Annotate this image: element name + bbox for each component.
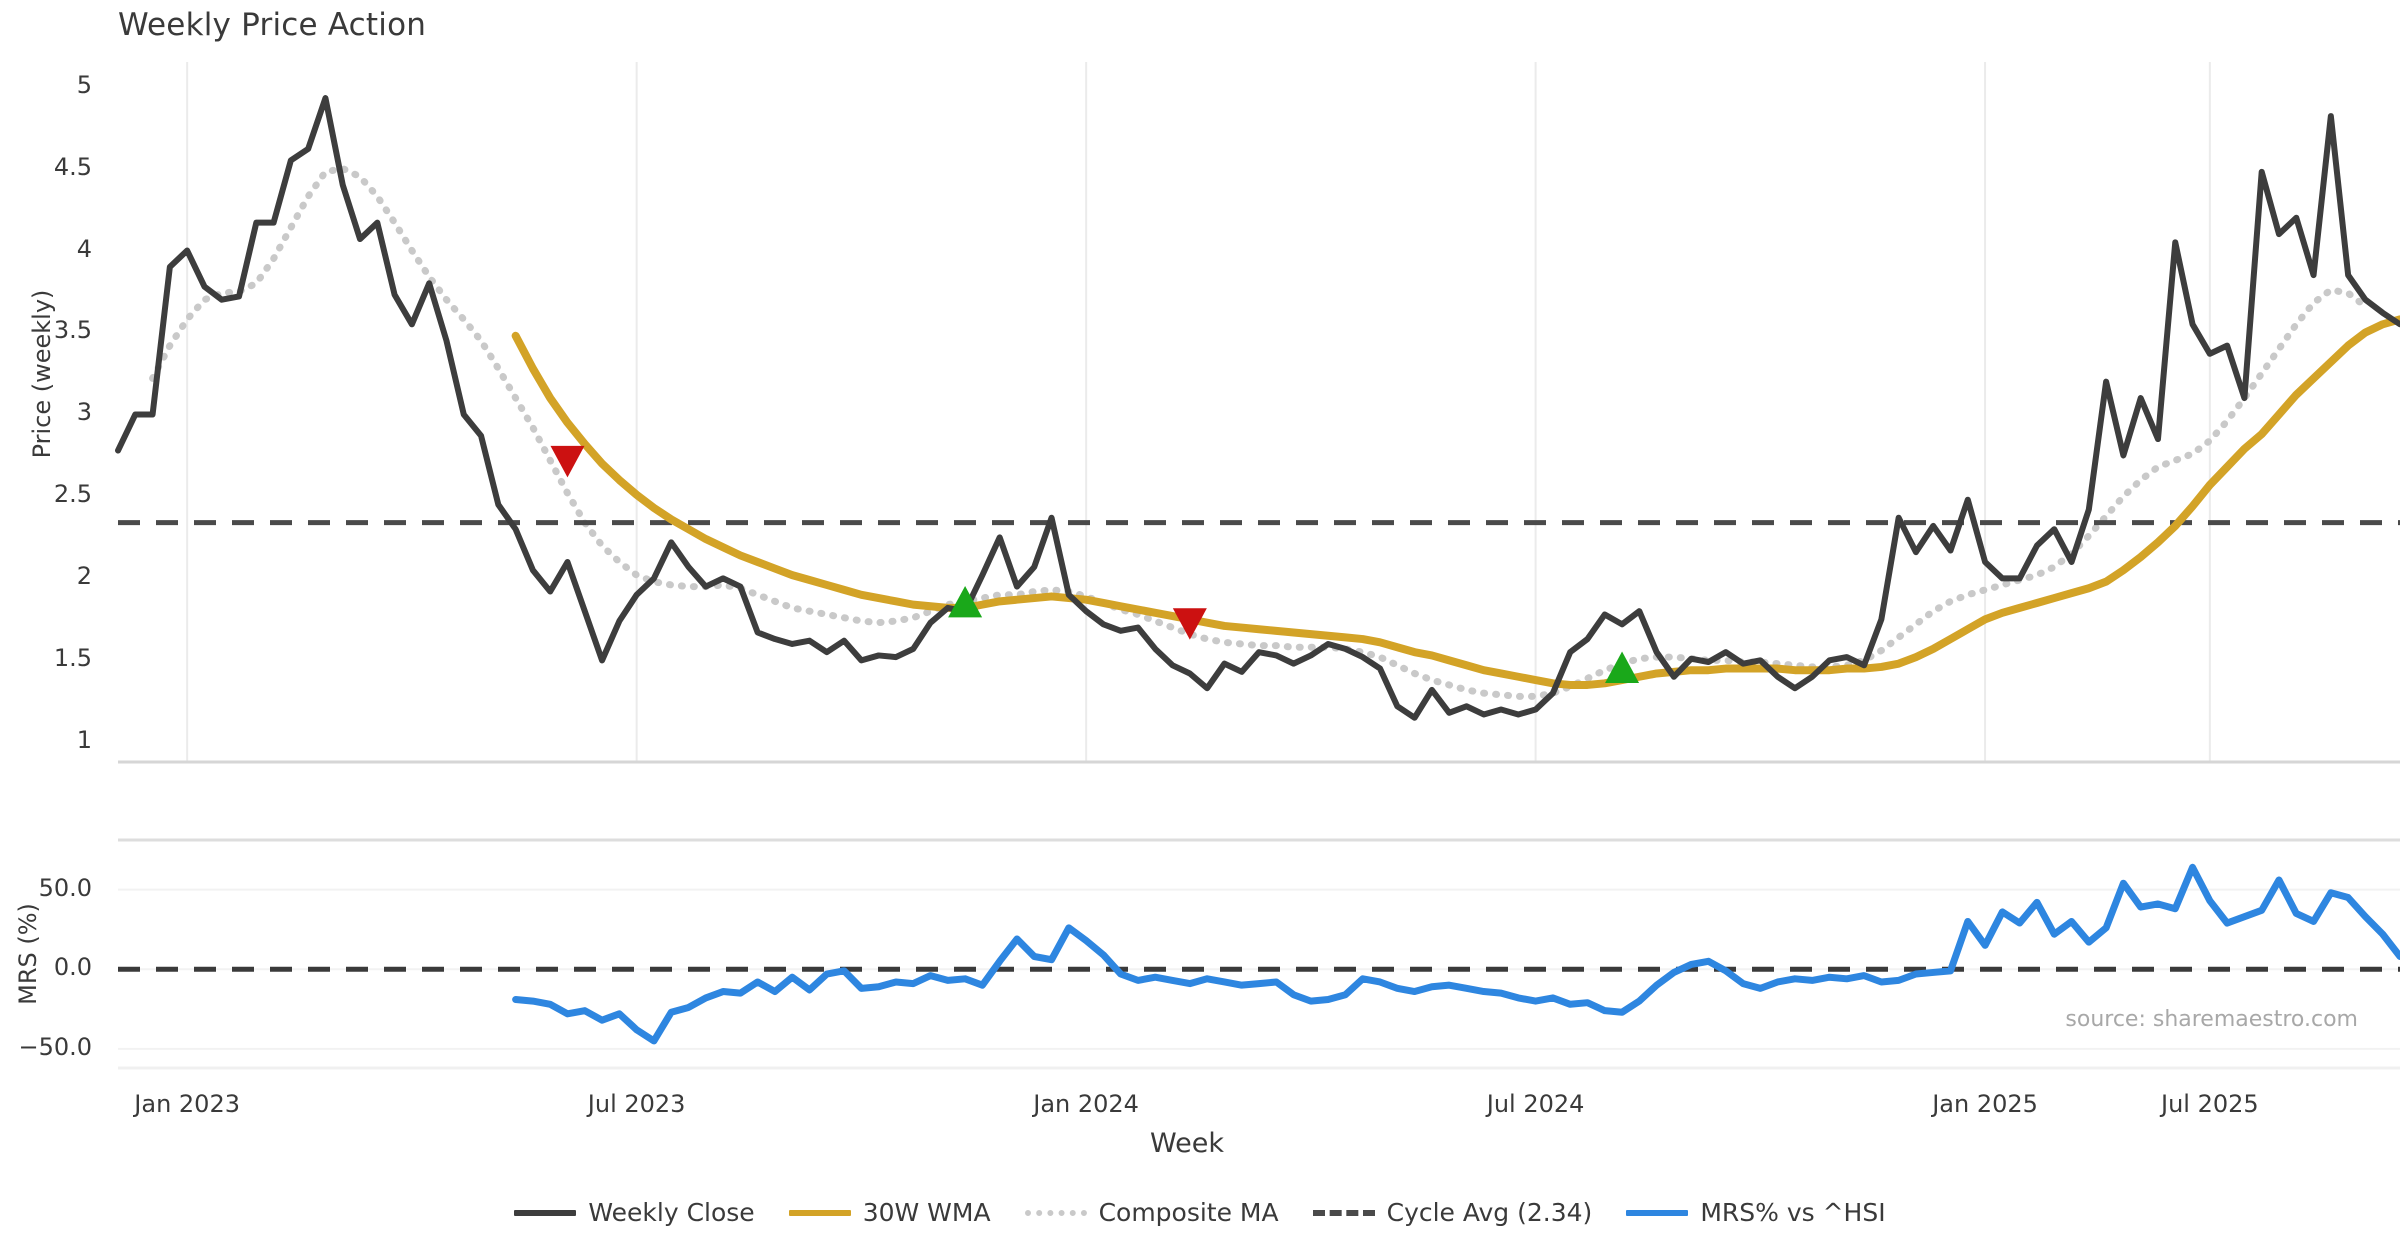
price-y-tick-label: 3 — [76, 398, 92, 427]
legend-item[interactable]: MRS% vs ^HSI — [1626, 1198, 1886, 1227]
x-tick-label: Jul 2024 — [1486, 1090, 1585, 1118]
x-tick-label: Jan 2023 — [134, 1090, 240, 1118]
legend-label: MRS% vs ^HSI — [1700, 1198, 1886, 1227]
price-y-tick-label: 1.5 — [53, 644, 92, 673]
legend-item[interactable]: 30W WMA — [788, 1198, 991, 1227]
legend-item[interactable]: Weekly Close — [514, 1198, 755, 1227]
price-y-tick-label: 2 — [76, 562, 92, 591]
sell-signal-marker-0 — [550, 445, 585, 478]
series-mrs-line — [512, 863, 2400, 1045]
price-y-tick-label: 5 — [76, 70, 92, 99]
mrs-y-tick-label: 50.0 — [38, 873, 92, 902]
mrs-y-tick-label: −50.0 — [18, 1032, 92, 1061]
series-30w-wma-line — [511, 315, 2400, 689]
legend-swatch-icon — [788, 1209, 851, 1216]
mrs-y-tick-label: 0.0 — [53, 953, 92, 982]
x-tick-label: Jan 2025 — [1932, 1090, 2038, 1118]
price-y-tick-label: 4.5 — [53, 152, 92, 181]
x-tick-label: Jul 2023 — [587, 1090, 686, 1118]
series-composite-ma-line — [149, 165, 2369, 700]
legend-swatch-icon — [514, 1209, 577, 1216]
x-tick-label: Jul 2025 — [2160, 1090, 2259, 1118]
source-attribution: source: sharemaestro.com — [2065, 1007, 2358, 1032]
buy-signal-marker-3 — [1605, 651, 1640, 684]
price-y-tick-label: 2.5 — [53, 480, 92, 509]
price-y-tick-label: 1 — [76, 726, 92, 755]
price-y-tick-label: 4 — [76, 234, 92, 263]
legend-swatch-icon — [1024, 1209, 1087, 1216]
x-axis-label: Week — [1150, 1128, 1224, 1159]
legend-label: Composite MA — [1098, 1198, 1279, 1227]
price-y-tick-label: 3.5 — [53, 316, 92, 345]
x-tick-label: Jan 2024 — [1033, 1090, 1139, 1118]
buy-signal-marker-1 — [948, 585, 983, 618]
legend-label: 30W WMA — [862, 1198, 991, 1227]
sell-signal-marker-2 — [1172, 608, 1207, 640]
chart-title: Weekly Price Action — [118, 7, 427, 43]
series-weekly-close-line — [115, 95, 2400, 721]
legend-label: Weekly Close — [588, 1198, 755, 1227]
legend-item[interactable]: Composite MA — [1024, 1198, 1279, 1227]
legend-swatch-icon — [1312, 1209, 1375, 1216]
chart-legend: Weekly Close 30W WMA Composite MA Cycle Avg… — [0, 1198, 2400, 1227]
legend-item[interactable]: Cycle Avg (2.34) — [1312, 1198, 1593, 1227]
legend-swatch-icon — [1626, 1209, 1689, 1216]
legend-label: Cycle Avg (2.34) — [1386, 1198, 1593, 1227]
